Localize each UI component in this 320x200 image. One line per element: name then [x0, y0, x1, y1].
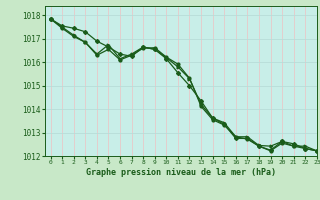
- X-axis label: Graphe pression niveau de la mer (hPa): Graphe pression niveau de la mer (hPa): [86, 168, 276, 177]
